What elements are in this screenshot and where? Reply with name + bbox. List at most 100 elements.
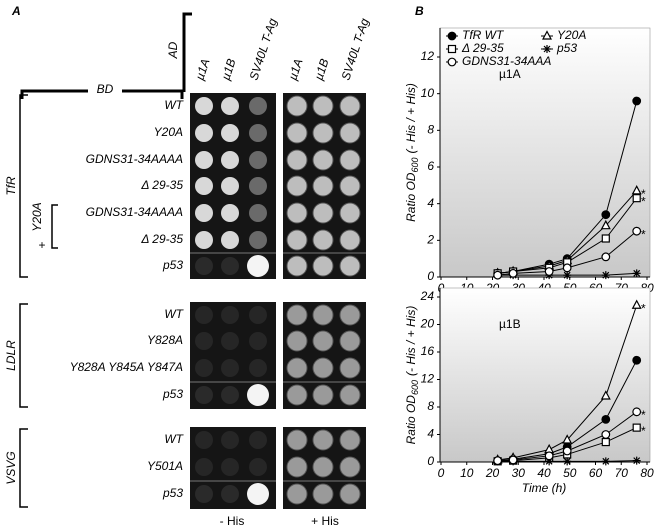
panel-label: B [415, 4, 424, 18]
colony-spot [339, 175, 361, 197]
row-label: Δ 29-35 [140, 178, 183, 192]
point [562, 446, 572, 456]
group-bracket [19, 303, 28, 408]
colony-spot [312, 255, 334, 277]
x-tick-label: 80 [640, 466, 654, 480]
point [632, 407, 642, 417]
point [508, 455, 518, 465]
y-tick-label: 12 [421, 372, 435, 386]
point [544, 451, 554, 461]
ad-bracket [182, 12, 192, 92]
point [632, 96, 642, 106]
colony-spot [286, 175, 308, 197]
colony-spot [312, 456, 334, 478]
y-axis-label: Ratio OD600 (- His / + His) [404, 83, 420, 222]
significance-mark: * [641, 227, 646, 241]
colony-spot [286, 149, 308, 171]
row-label: p53 [162, 387, 183, 401]
significance-mark: * [641, 424, 646, 438]
colony-spot [195, 151, 213, 169]
point [631, 299, 642, 309]
y-tick-label: 0 [427, 269, 434, 283]
colony-spot [249, 151, 267, 169]
y-tick-label: 4 [427, 196, 434, 210]
significance-mark: * [641, 408, 646, 422]
colony-spot [339, 384, 361, 406]
colony-spot [249, 124, 267, 142]
colony-spot [339, 255, 361, 277]
row-label: Y501A [147, 459, 183, 473]
y-tick-label: 0 [427, 454, 434, 468]
plot-background [439, 287, 651, 463]
colony-spot [312, 429, 334, 451]
x-tick-label: 50 [563, 466, 577, 480]
colony-spot [286, 429, 308, 451]
group-label: LDLR [4, 340, 18, 371]
colony-spot [195, 306, 213, 324]
point [563, 457, 572, 466]
colony-spot [221, 306, 239, 324]
colony-spot [286, 304, 308, 326]
y-tick-label: 4 [427, 427, 434, 441]
colony-spot [195, 359, 213, 377]
y-tick-label: 6 [427, 159, 434, 173]
x-tick-label: 20 [485, 466, 500, 480]
colony-spot [221, 431, 239, 449]
colony-spot [312, 304, 334, 326]
point [601, 437, 610, 447]
point [632, 226, 642, 236]
colony-spot [312, 202, 334, 224]
colony-spot [247, 384, 269, 406]
significance-mark: * [641, 194, 646, 208]
group-label: VSVG [4, 451, 18, 484]
colony-spot [312, 483, 334, 505]
colony-spot [339, 304, 361, 326]
legend-label: GDNS31-34AAA [462, 54, 551, 68]
group-bracket [19, 428, 28, 508]
column-header: µ1B [219, 57, 239, 82]
plot-background [439, 27, 651, 278]
y-tick-label: 16 [421, 344, 435, 358]
x-tick-label: 30 [512, 466, 526, 480]
row-label: GDNS31-34AAAA [86, 152, 183, 166]
colony-spot [195, 332, 213, 350]
point [563, 271, 572, 280]
y-tick-label: 20 [420, 317, 435, 331]
colony-spot [339, 149, 361, 171]
point [508, 268, 518, 278]
x-tick-label: 70 [615, 466, 629, 480]
column-header: µ1A [193, 57, 213, 82]
column-header: SV40L T-Ag [339, 16, 372, 82]
colony-spot [339, 202, 361, 224]
point [631, 185, 642, 195]
row-label: Y828A [147, 333, 183, 347]
bd-label-bg [88, 82, 122, 98]
column-header: µ1A [286, 57, 306, 82]
y-tick-label: 24 [420, 289, 435, 303]
colony-spot [339, 330, 361, 352]
point [601, 210, 611, 220]
colony-spot [286, 95, 308, 117]
point [544, 267, 554, 276]
point [632, 269, 641, 278]
sub-bracket [51, 204, 58, 249]
colony-spot [312, 229, 334, 251]
y-axis-label-sub: 600 [410, 380, 420, 395]
y-axis-label-end: (- His / + His) [404, 306, 418, 376]
bd-label: BD [97, 82, 114, 96]
colony-spot [221, 231, 239, 249]
colony-spot [249, 431, 267, 449]
group-bracket [19, 94, 28, 278]
column-header: µ1B [312, 57, 332, 82]
point [493, 456, 503, 466]
colony-spot [195, 204, 213, 222]
point [632, 456, 641, 465]
point [632, 194, 641, 203]
colony-spot [247, 255, 269, 277]
legend-marker [543, 45, 551, 53]
colony-spot [221, 124, 239, 142]
colony-spot [221, 204, 239, 222]
colony-spot [286, 255, 308, 277]
y-axis-label-end: (- His / + His) [404, 83, 418, 153]
legend-label: TfR WT [462, 28, 505, 42]
